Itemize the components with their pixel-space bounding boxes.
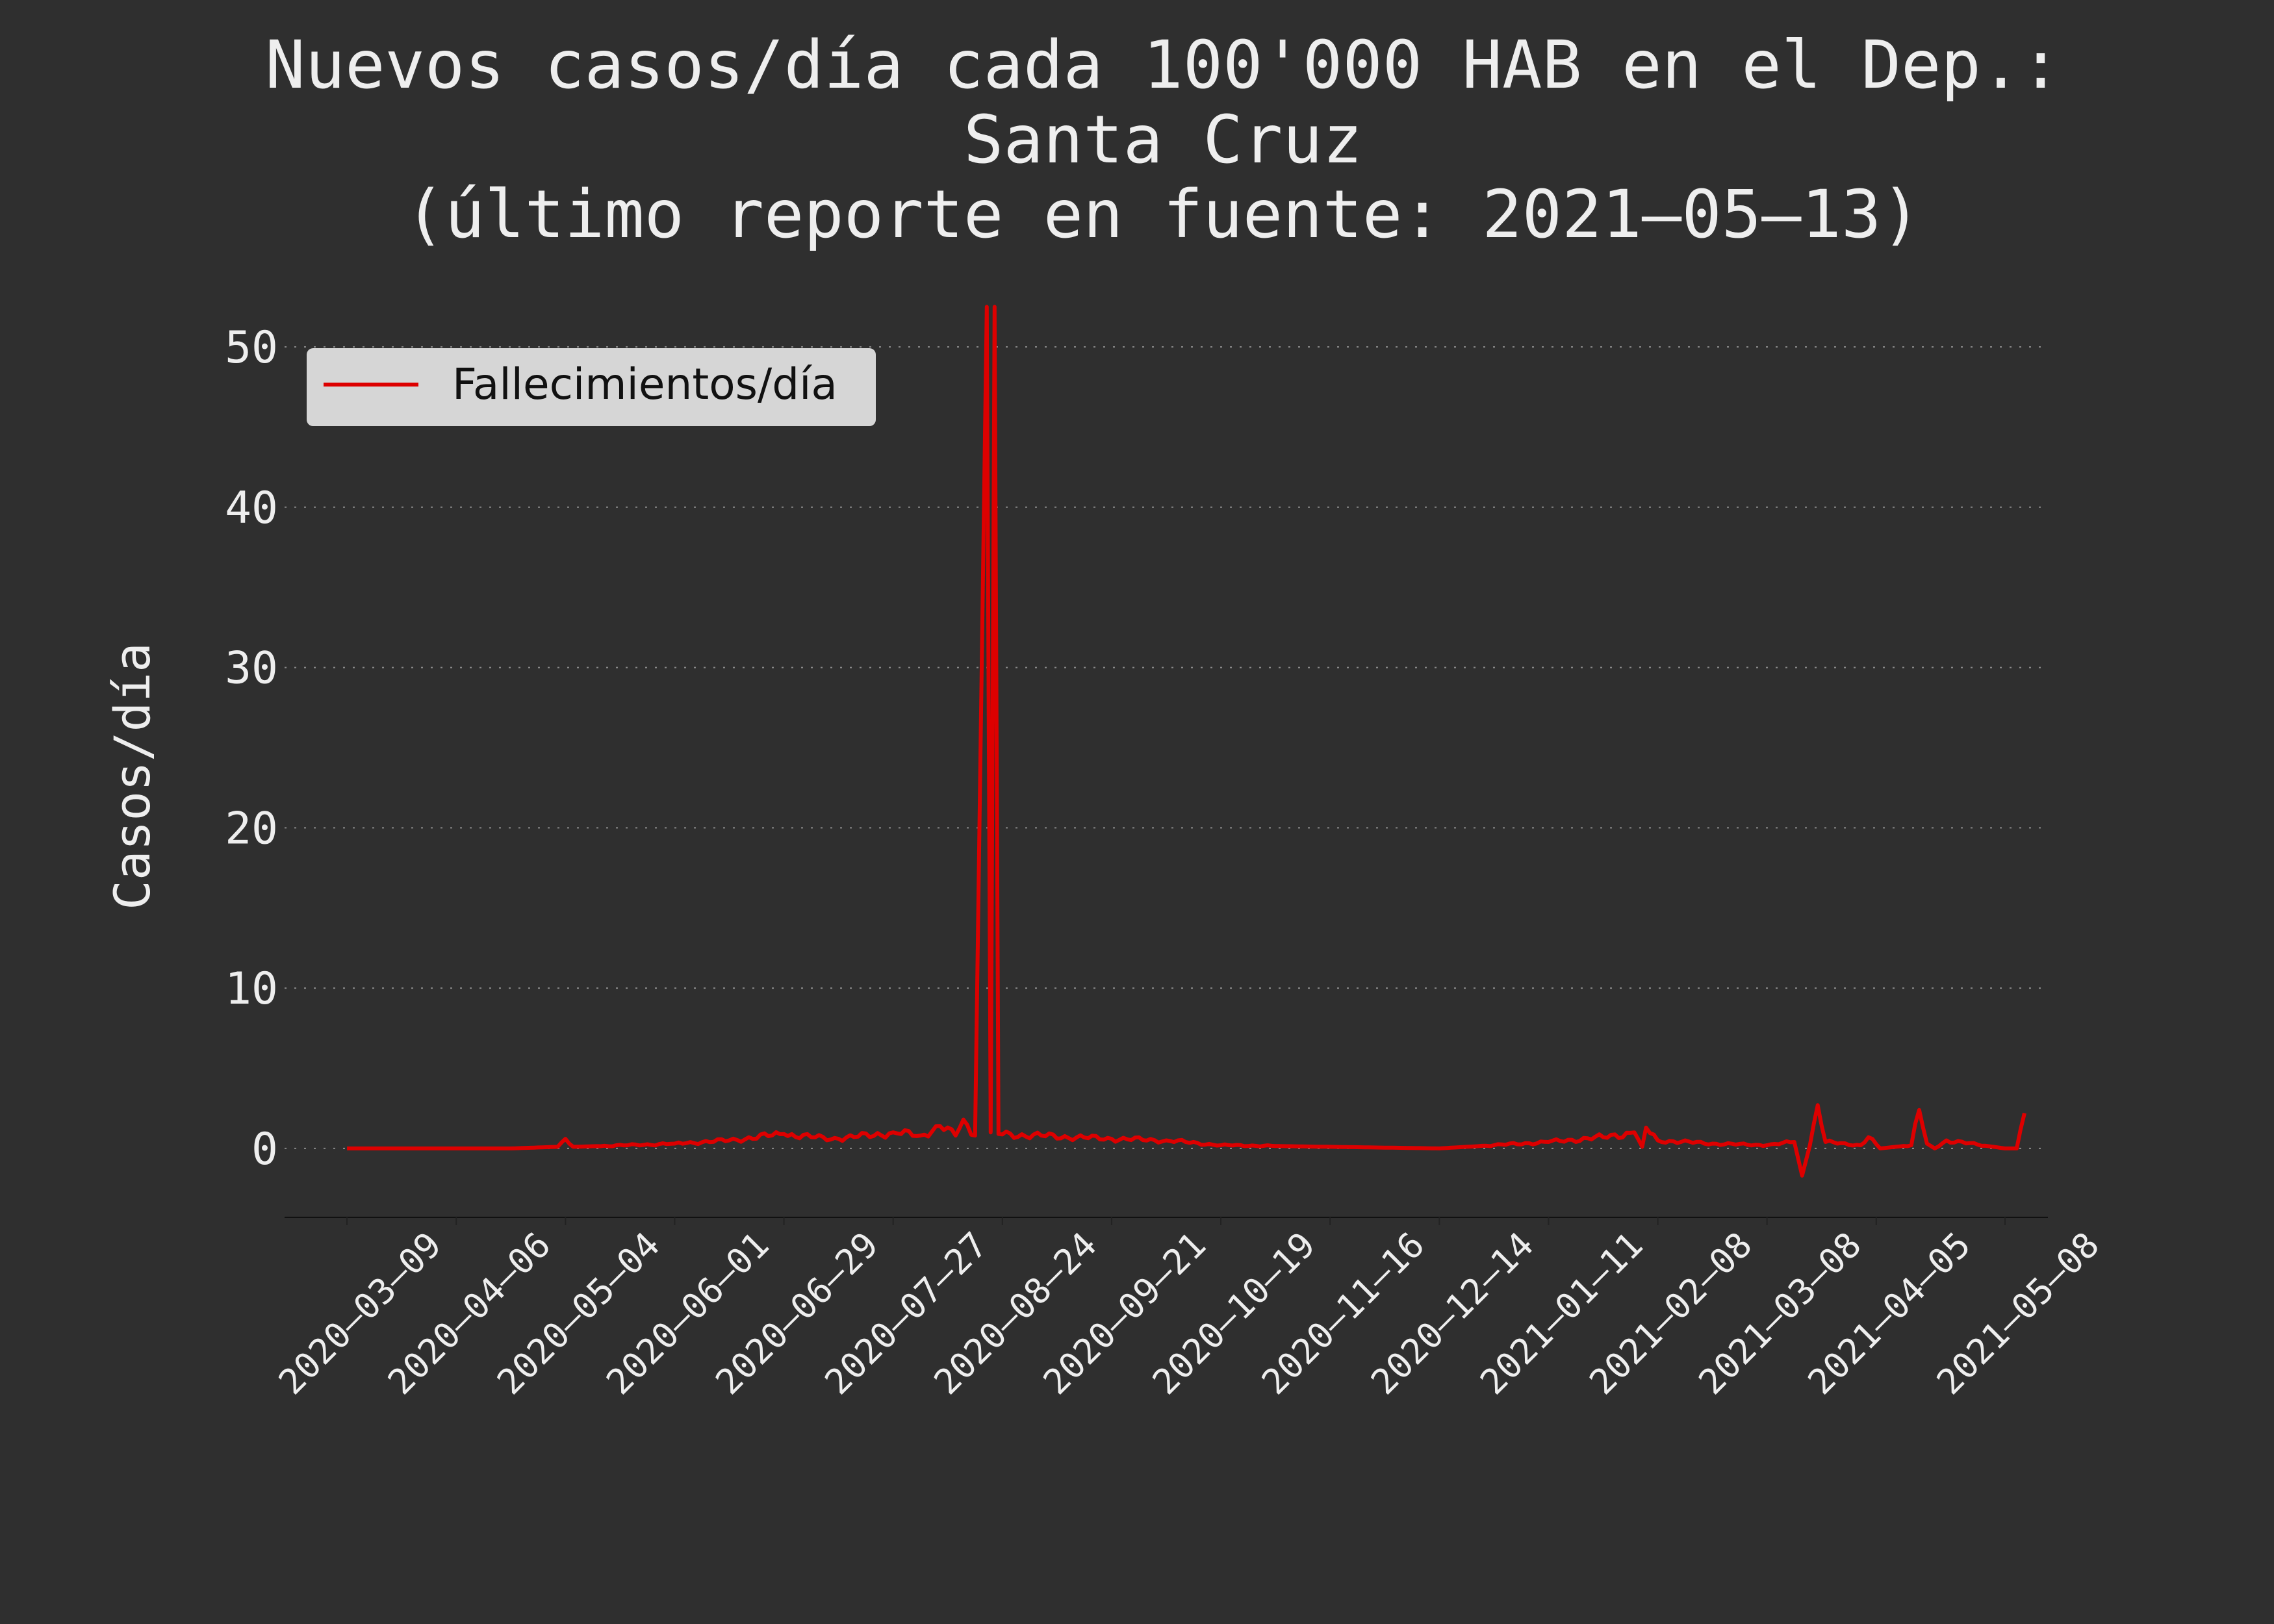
legend-label: Fallecimientos/día xyxy=(452,359,837,409)
y-ticks: 0 10 20 30 40 50 xyxy=(225,322,278,1175)
chart-title-line-1: Nuevos casos/día cada 100'000 HAB en el … xyxy=(265,27,2060,104)
legend-box xyxy=(307,348,876,426)
y-tick-label: 30 xyxy=(225,643,278,694)
series-group xyxy=(347,305,2026,1178)
x-ticks: 2020–03–092020–04–062020–05–042020–06–01… xyxy=(271,1217,2107,1402)
legend: Fallecimientos/día xyxy=(307,348,876,426)
y-axis-label: Casos/día xyxy=(103,642,161,910)
y-tick-label: 0 xyxy=(251,1124,278,1175)
y-tick-label: 40 xyxy=(225,483,278,534)
y-tick-label: 50 xyxy=(225,322,278,374)
y-grid xyxy=(285,346,2048,1149)
y-tick-label: 20 xyxy=(225,803,278,854)
chart-title-line-2: Santa Cruz xyxy=(964,101,1362,179)
series-line-fallecimientos xyxy=(347,305,2026,1178)
chart-title: Nuevos casos/día cada 100'000 HAB en el … xyxy=(265,27,2060,253)
y-tick-label: 10 xyxy=(225,963,278,1015)
chart-title-line-3: (último reporte en fuente: 2021–05–13) xyxy=(405,176,1921,253)
